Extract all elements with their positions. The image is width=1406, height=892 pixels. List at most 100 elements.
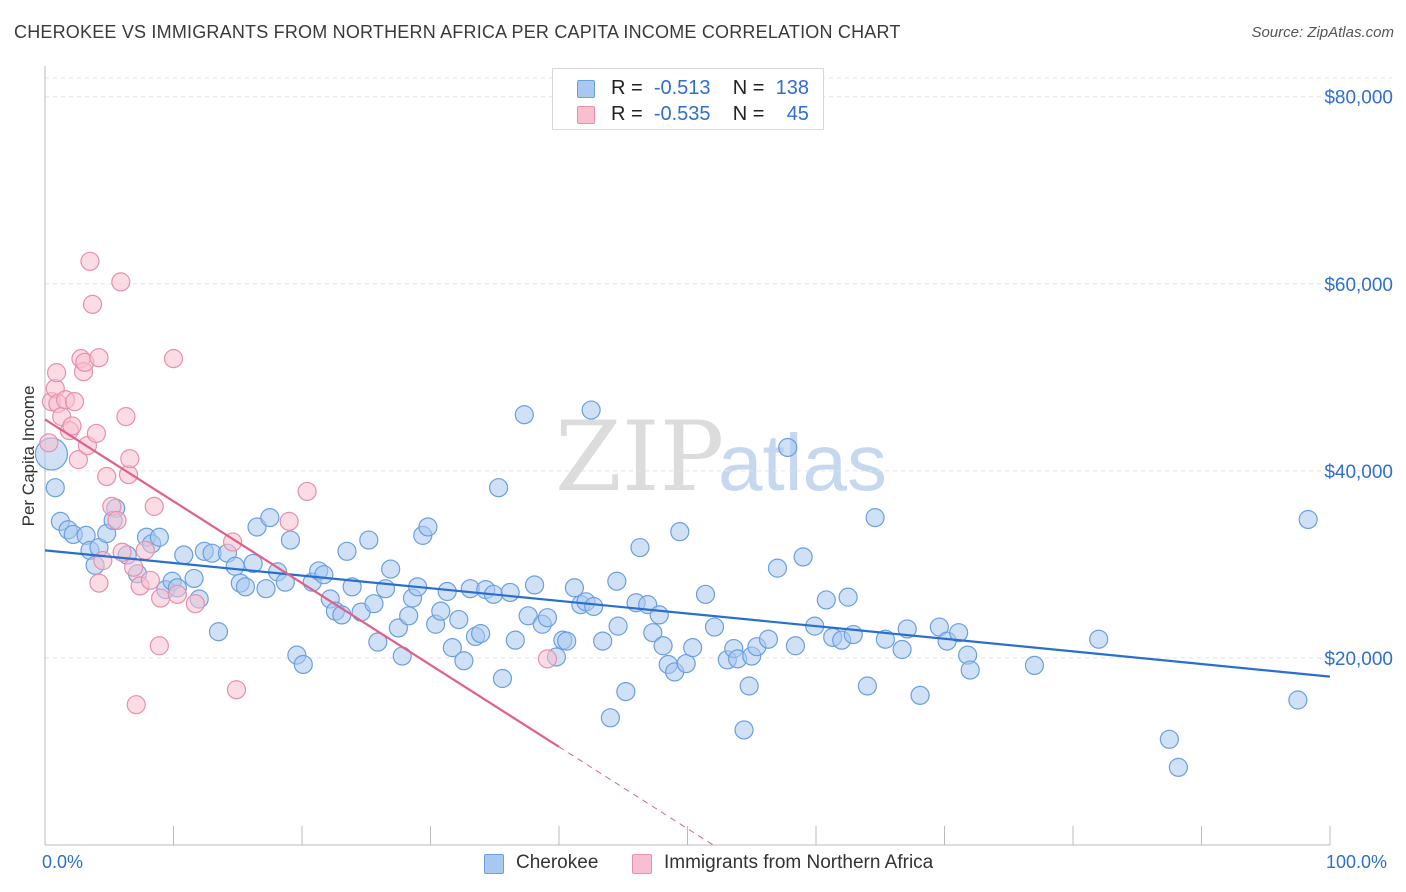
x-axis-min-label: 0.0% xyxy=(42,852,84,872)
legend-r-label: R = xyxy=(611,77,643,99)
data-point-cherokee xyxy=(649,605,669,625)
data-point-immigrants xyxy=(89,573,109,593)
data-point-immigrants xyxy=(537,649,558,669)
data-point-cherokee xyxy=(949,623,969,643)
data-point-cherokee xyxy=(1298,509,1318,530)
data-point-cherokee xyxy=(368,632,388,652)
data-point-immigrants xyxy=(126,695,146,715)
legend-r-label: R = xyxy=(611,103,643,125)
data-point-cherokee xyxy=(564,578,585,598)
legend-r-value: -0.513 xyxy=(653,77,711,99)
data-point-cherokee xyxy=(471,624,491,644)
data-point-cherokee xyxy=(537,608,558,628)
data-point-cherokee xyxy=(816,590,836,610)
data-point-cherokee xyxy=(670,522,690,542)
data-point-cherokee xyxy=(500,582,520,603)
data-point-cherokee xyxy=(208,622,229,642)
data-point-cherokee xyxy=(489,478,509,498)
data-point-cherokee xyxy=(785,636,806,656)
legend-n-value: 138 xyxy=(775,77,809,99)
data-point-immigrants xyxy=(39,433,59,453)
data-point-immigrants xyxy=(144,496,164,516)
data-point-cherokee xyxy=(838,587,858,607)
data-point-cherokee xyxy=(505,630,525,650)
data-point-cherokee xyxy=(280,530,301,550)
bottom-legend-label-cherokee: Cherokee xyxy=(516,852,599,873)
data-point-immigrants xyxy=(163,349,184,369)
data-point-cherokee xyxy=(442,638,462,658)
data-point-cherokee xyxy=(260,508,280,528)
y-tick-label: $20,000 xyxy=(1324,649,1393,670)
data-point-cherokee xyxy=(149,527,169,547)
y-tick-label: $60,000 xyxy=(1324,275,1393,296)
data-point-immigrants xyxy=(82,294,103,314)
data-point-cherokee xyxy=(293,654,313,675)
data-point-immigrants xyxy=(64,392,85,412)
data-point-cherokee xyxy=(653,636,673,656)
data-point-cherokee xyxy=(514,405,534,425)
data-point-cherokee xyxy=(1089,629,1109,649)
y-tick-label: $40,000 xyxy=(1324,462,1393,483)
data-point-cherokee xyxy=(897,619,917,639)
watermark-atlas: atlas xyxy=(718,418,887,507)
data-point-immigrants xyxy=(68,450,89,470)
data-point-immigrants xyxy=(111,272,131,292)
chart-title: CHEROKEE VS IMMIGRANTS FROM NORTHERN AFR… xyxy=(14,22,901,42)
data-point-cherokee xyxy=(581,400,601,420)
chart-source: Source: ZipAtlas.com xyxy=(1251,24,1394,41)
data-point-cherokee xyxy=(247,517,267,537)
legend-n-label: N = xyxy=(732,77,765,99)
data-point-immigrants xyxy=(223,532,243,552)
data-point-cherokee xyxy=(342,577,362,597)
data-point-cherokee xyxy=(235,577,256,597)
data-point-cherokee xyxy=(492,668,513,689)
data-point-cherokee xyxy=(256,579,276,599)
y-tick-label: $80,000 xyxy=(1324,88,1393,109)
data-point-cherokee xyxy=(758,629,779,649)
data-point-cherokee xyxy=(857,676,878,696)
data-point-cherokee xyxy=(1288,690,1308,710)
data-point-cherokee xyxy=(399,606,419,626)
data-point-immigrants xyxy=(89,348,109,368)
data-point-immigrants xyxy=(62,416,82,436)
legend-n-label: N = xyxy=(732,103,765,125)
data-point-cherokee xyxy=(45,478,65,498)
data-point-cherokee xyxy=(616,681,636,702)
data-point-cherokee xyxy=(630,537,650,558)
bottom-legend-swatch-cherokee xyxy=(484,854,504,874)
data-point-cherokee xyxy=(767,558,788,578)
y-axis-label: Per Capita Income xyxy=(19,386,38,527)
data-point-cherokee xyxy=(243,553,263,574)
data-point-cherokee xyxy=(524,575,545,595)
data-point-cherokee xyxy=(584,596,604,617)
data-point-immigrants xyxy=(167,584,187,604)
data-point-cherokee xyxy=(865,508,885,528)
data-point-cherokee xyxy=(225,556,245,576)
data-point-cherokee xyxy=(1168,757,1188,777)
data-point-immigrants xyxy=(80,251,100,271)
data-point-immigrants xyxy=(120,449,140,469)
correlation-legend: R = -0.513 N = 138 R = -0.535 N = 45 xyxy=(552,68,824,130)
data-point-cherokee xyxy=(875,629,895,649)
data-point-cherokee xyxy=(593,631,613,651)
data-point-cherokee xyxy=(607,571,627,591)
data-point-immigrants xyxy=(149,636,169,656)
data-point-cherokee xyxy=(381,559,401,579)
data-point-cherokee xyxy=(364,594,384,614)
data-point-cherokee xyxy=(1024,655,1045,676)
data-point-cherokee xyxy=(892,639,912,660)
trend-line-immigrants xyxy=(44,418,560,748)
data-point-cherokee xyxy=(1159,729,1179,749)
data-point-immigrants xyxy=(135,540,155,560)
legend-swatch-immigrants xyxy=(577,106,595,124)
data-point-cherokee xyxy=(418,517,438,537)
data-point-cherokee xyxy=(518,606,538,626)
data-point-cherokee xyxy=(600,708,621,728)
legend-swatch-cherokee xyxy=(577,80,595,98)
data-point-immigrants xyxy=(185,594,205,614)
data-point-cherokee xyxy=(683,638,703,658)
data-point-cherokee xyxy=(337,541,357,561)
data-point-immigrants xyxy=(116,407,136,427)
watermark-zip: ZIP xyxy=(555,401,724,513)
data-point-cherokee xyxy=(314,565,334,585)
